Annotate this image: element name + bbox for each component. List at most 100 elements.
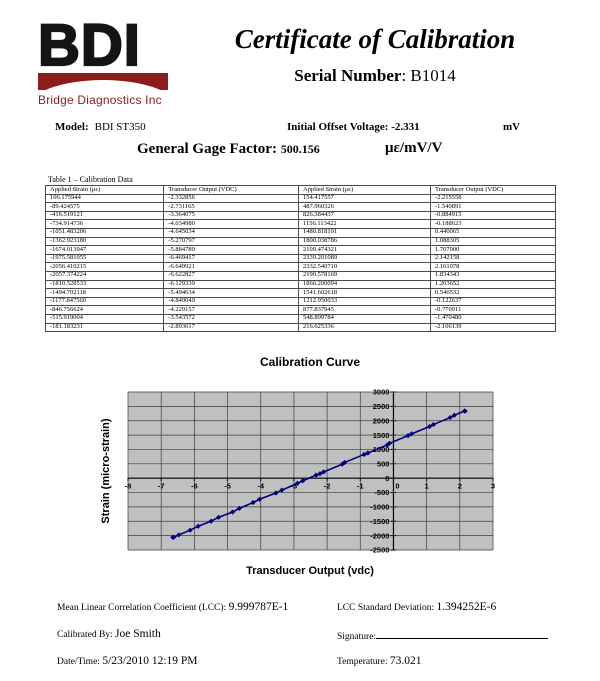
chart-title: Calibration Curve [260,355,360,369]
table-row: -181.183231 -2.893617 216.625336 -2.106139 [44,322,556,333]
table-row: -1494.702118 -5.494634 1541.602618 0.546532 [44,288,556,298]
gage-factor-line: General Gage Factor: 500.156 [137,141,320,158]
cell-transducer-output: -2.215558 [430,193,556,204]
table-row: -416.519121 -3.364075 826.384437 -0.884915 [44,210,556,221]
cell-transducer-output: -2.332856 [163,193,299,204]
cell-applied-strain: 2339.201089 [297,253,432,264]
table-row: -1674.013947 -5.884789 2109.474321 1.707000 [44,245,556,255]
data-point-diamond [236,505,242,511]
cell-transducer-output: 2.142158 [430,253,556,264]
x-axis-title: Transducer Output (vdc) [246,565,374,577]
x-tick-label: -7 [158,482,165,491]
cell-applied-strain: -1494.702118 [44,288,165,298]
y-tick-label: 1500 [373,431,390,440]
cell-transducer-output: -1.470480 [430,313,556,324]
calibration-table: Applied Strain (με) Transducer Output (V… [44,185,556,333]
calibrated-by-line: Calibrated By: Joe Smith [57,628,161,640]
cell-applied-strain: -1177.847560 [44,296,165,307]
model-value: BDI ST350 [94,121,146,133]
cell-transducer-output: -4.034980 [163,219,299,229]
x-tick-label: -6 [191,482,198,491]
table-row: -846.756624 -4.229157 877.837945 -0.770911 [44,305,556,315]
data-point-diamond [386,440,392,446]
calibration-curve-chart: Calibration Curve -8 -7 -6 -5 -4 -3 -2 -1 0 1 2 3 -2… [100,355,495,577]
y-tick-label: 0 [385,474,389,483]
x-tick-label: -5 [224,482,231,491]
data-point-diamond [279,487,285,493]
col-header-transducer-output-1: Transducer Output (VDC) [163,185,299,195]
page-title: Certificate of Calibration [234,24,516,54]
cell-applied-strain: -1674.013947 [44,245,165,255]
cell-applied-strain: 1480.818101 [297,227,432,238]
signature-label: Signature: [337,632,377,642]
cell-applied-strain: -1362.923180 [44,236,165,247]
cell-transducer-output: -2.106139 [430,322,556,333]
lcc-label: Mean Linear Correlation Coefficient (LCC… [57,603,229,613]
cell-applied-strain: 826.384437 [297,210,432,221]
y-axis-title: Strain (micro-strain) [100,418,112,523]
y-tick-label: 1000 [373,445,390,454]
x-tick-label: -1 [357,482,364,491]
x-tick-label: 1 [425,482,429,491]
data-point-diamond [176,532,182,538]
x-tick-label: 2 [458,482,462,491]
cell-applied-strain: -1975.581055 [44,253,165,264]
cell-transducer-output: -0.884915 [430,210,556,221]
col-header-applied-strain-1: Applied Strain (με) [44,185,165,195]
data-point-diamond [405,433,411,439]
x-tick-label: 3 [491,482,495,491]
model-label: Model: [55,121,89,133]
cell-transducer-output: -0.188623 [430,219,556,229]
data-point-diamond [187,527,193,533]
calibrated-by-label: Calibrated By: [57,630,116,640]
cell-transducer-output: 1.707000 [430,245,556,255]
cell-applied-strain: -416.519121 [44,210,165,221]
cell-transducer-output: -0.770911 [430,305,556,315]
cell-transducer-output: -2.893617 [163,322,299,333]
x-tick-label: -8 [125,482,132,491]
cell-applied-strain: 487.960326 [297,202,432,212]
bdi-logo-subtext: Bridge Diagnostics Inc [38,93,162,107]
lcc-std-value: 1.394252E-6 [436,601,497,613]
data-point-diamond [250,499,256,506]
table-row: -2057.374224 -6.622827 2190.578169 1.834343 [44,270,556,281]
temperature-value: 73.021 [389,655,422,667]
y-tick-label: 3000 [373,388,390,397]
chart-plot-area: -8 -7 -6 -5 -4 -3 -2 -1 0 1 2 3 -2500 -2000 -1500 -1000… [125,388,495,555]
y-tick-label: -1500 [370,517,389,526]
signature-line: Signature: [337,628,549,642]
serial-number-value: : B1014 [401,66,456,85]
cell-applied-strain: 1866.200094 [297,279,432,290]
y-tick-label: 500 [377,460,390,469]
cell-applied-strain: -846.756624 [44,305,165,315]
col-header-applied-strain-2: Applied Strain (με) [297,185,432,195]
cell-applied-strain: 106.175944 [44,193,165,204]
gage-factor-unit: με/mV/V [385,140,443,156]
y-tick-label: 2000 [373,416,390,425]
cell-applied-strain: -181.183231 [44,322,165,333]
cell-applied-strain: -2057.374224 [44,270,165,281]
offset-voltage-label: Initial Offset Voltage: [287,121,389,133]
gage-factor-label: General Gage Factor: [137,141,277,157]
signature-blank [376,628,549,639]
table-row: -515.919004 -3.543572 548.899784 -1.470480 [44,313,556,324]
x-tick-label: 0 [395,482,399,491]
cell-applied-strain: 1800.038786 [297,236,432,247]
offset-voltage-line: Initial Offset Voltage: -2.331 [287,121,420,133]
offset-voltage-value: -2.331 [391,121,420,133]
cell-transducer-output: -0.122637 [430,296,556,307]
cell-transducer-output: 1.203652 [430,279,556,290]
cell-transducer-output: 0.546532 [430,288,556,298]
data-point-diamond [300,478,306,484]
lcc-line: Mean Linear Correlation Coefficient (LCC… [57,601,288,613]
lcc-value: 9.999787E-1 [228,601,289,613]
lcc-std-line: LCC Standard Deviation: 1.394252E-6 [337,601,496,613]
datetime-label: Date/Time: [57,657,103,667]
data-point-diamond [361,451,367,458]
serial-number-label: Serial Number [294,66,402,85]
cell-applied-strain: 1212.950033 [297,296,432,307]
bdi-logo: BDI Bridge Diagnostics Inc [37,15,172,107]
data-point-diamond [215,514,222,520]
data-point-diamond [313,472,319,478]
